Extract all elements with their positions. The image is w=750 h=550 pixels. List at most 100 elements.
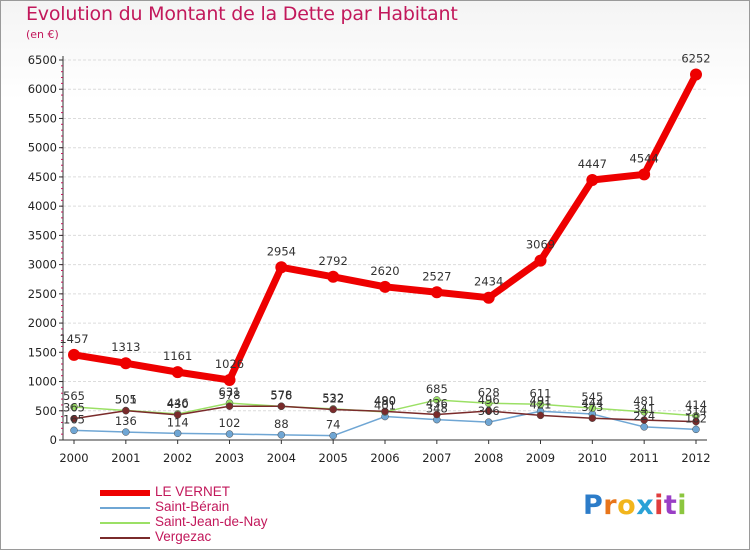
data-point — [68, 348, 80, 361]
data-point — [433, 410, 441, 419]
data-point — [484, 407, 493, 415]
data-point — [277, 431, 286, 439]
data-point — [381, 407, 389, 416]
data-label: 114 — [167, 415, 189, 429]
y-tick-label: 6000 — [28, 82, 57, 96]
data-label: 341 — [633, 402, 655, 416]
data-point — [225, 402, 234, 410]
data-label: 1457 — [59, 332, 88, 346]
legend-swatch — [100, 522, 150, 524]
data-label: 430 — [167, 397, 189, 411]
legend-swatch — [100, 490, 150, 496]
data-point — [692, 425, 700, 434]
data-label: 1026 — [215, 357, 244, 371]
x-tick-label: 2004 — [267, 451, 296, 465]
x-tick-label: 2009 — [526, 451, 555, 465]
data-label: 4544 — [630, 151, 659, 165]
data-label: 348 — [426, 402, 448, 416]
data-point — [484, 418, 493, 426]
data-label: 1161 — [163, 349, 192, 363]
logo-letter: x — [636, 490, 655, 521]
logo-letter: r — [603, 490, 618, 521]
legend-swatch — [100, 507, 150, 509]
data-point — [379, 280, 391, 293]
x-tick-label: 2001 — [111, 451, 140, 465]
data-label: 505 — [115, 392, 137, 406]
proxiti-logo: Proxiti — [583, 490, 687, 521]
data-label: 421 — [530, 397, 552, 411]
data-point — [70, 403, 78, 411]
series-line — [70, 70, 700, 384]
data-label: 490 — [374, 393, 396, 407]
y-tick-label: 2000 — [28, 316, 57, 330]
legend: LE VERNET Saint-Bérain Saint-Jean-de-Nay… — [100, 484, 400, 545]
data-label: 446 — [167, 396, 189, 410]
data-point — [536, 400, 545, 409]
logo-letter: P — [583, 490, 604, 521]
data-label: 74 — [326, 418, 341, 432]
data-label: 565 — [63, 389, 85, 403]
data-point — [588, 404, 597, 412]
data-label: 480 — [374, 394, 396, 408]
data-label: 611 — [530, 386, 552, 400]
data-label: 365 — [63, 401, 85, 415]
legend-item: Saint-Bérain — [100, 499, 400, 515]
logo-letter: i — [654, 490, 664, 521]
logo-letter: o — [617, 490, 637, 521]
data-label: 545 — [581, 390, 603, 404]
data-label: 578 — [270, 388, 292, 402]
data-label: 631 — [219, 385, 241, 399]
data-label: 685 — [426, 382, 448, 396]
logo-letter: t — [663, 490, 678, 521]
legend-swatch — [100, 537, 150, 539]
data-point — [433, 396, 441, 404]
legend-item: LE VERNET — [100, 484, 400, 500]
data-point — [640, 416, 648, 424]
data-point — [640, 408, 648, 416]
data-label: 306 — [478, 404, 500, 418]
data-label: 532 — [322, 391, 344, 405]
series-markers — [68, 68, 702, 440]
data-point — [119, 357, 132, 370]
data-label: 1313 — [111, 340, 140, 354]
axes: 0 500 1000 1500 2000 2500 3000 3500 4000 4500 5000… — [28, 53, 711, 465]
data-label: 414 — [685, 398, 707, 412]
data-label: 481 — [633, 394, 655, 408]
x-tick-label: 2000 — [59, 451, 88, 465]
x-tick-label: 2007 — [422, 451, 451, 465]
data-label: 522 — [322, 391, 344, 405]
x-tick-label: 2012 — [681, 451, 710, 465]
data-label: 2527 — [422, 269, 451, 283]
data-point — [640, 423, 648, 431]
data-label: 182 — [685, 411, 707, 425]
data-point — [70, 426, 78, 435]
data-point — [173, 411, 182, 419]
legend-item: Saint-Jean-de-Nay — [100, 514, 400, 530]
data-point — [171, 366, 184, 379]
data-label: 401 — [374, 399, 396, 413]
data-point — [122, 406, 130, 415]
data-label: 6252 — [681, 51, 710, 65]
data-labels: 165 136 114 102 88 74 401 348 306 491 444 224 182 565… — [59, 51, 710, 431]
data-label: 491 — [530, 393, 552, 407]
data-point — [223, 374, 236, 387]
data-point — [482, 291, 495, 304]
data-point — [329, 405, 337, 414]
x-tick-label: 2002 — [163, 451, 192, 465]
y-tick-label: 5000 — [28, 141, 57, 155]
data-point — [588, 414, 597, 422]
data-point — [329, 431, 337, 440]
data-point — [534, 254, 547, 267]
data-label: 88 — [274, 417, 289, 431]
data-label: 136 — [115, 414, 137, 428]
data-point — [122, 428, 130, 436]
logo-letter: i — [677, 490, 688, 521]
unit-label: (en €) — [26, 28, 59, 41]
data-point — [484, 399, 493, 408]
data-point — [692, 417, 700, 426]
data-point — [225, 430, 234, 438]
y-tick-label: 1500 — [28, 345, 57, 359]
data-point — [275, 261, 288, 274]
x-tick-label: 2008 — [474, 451, 503, 465]
